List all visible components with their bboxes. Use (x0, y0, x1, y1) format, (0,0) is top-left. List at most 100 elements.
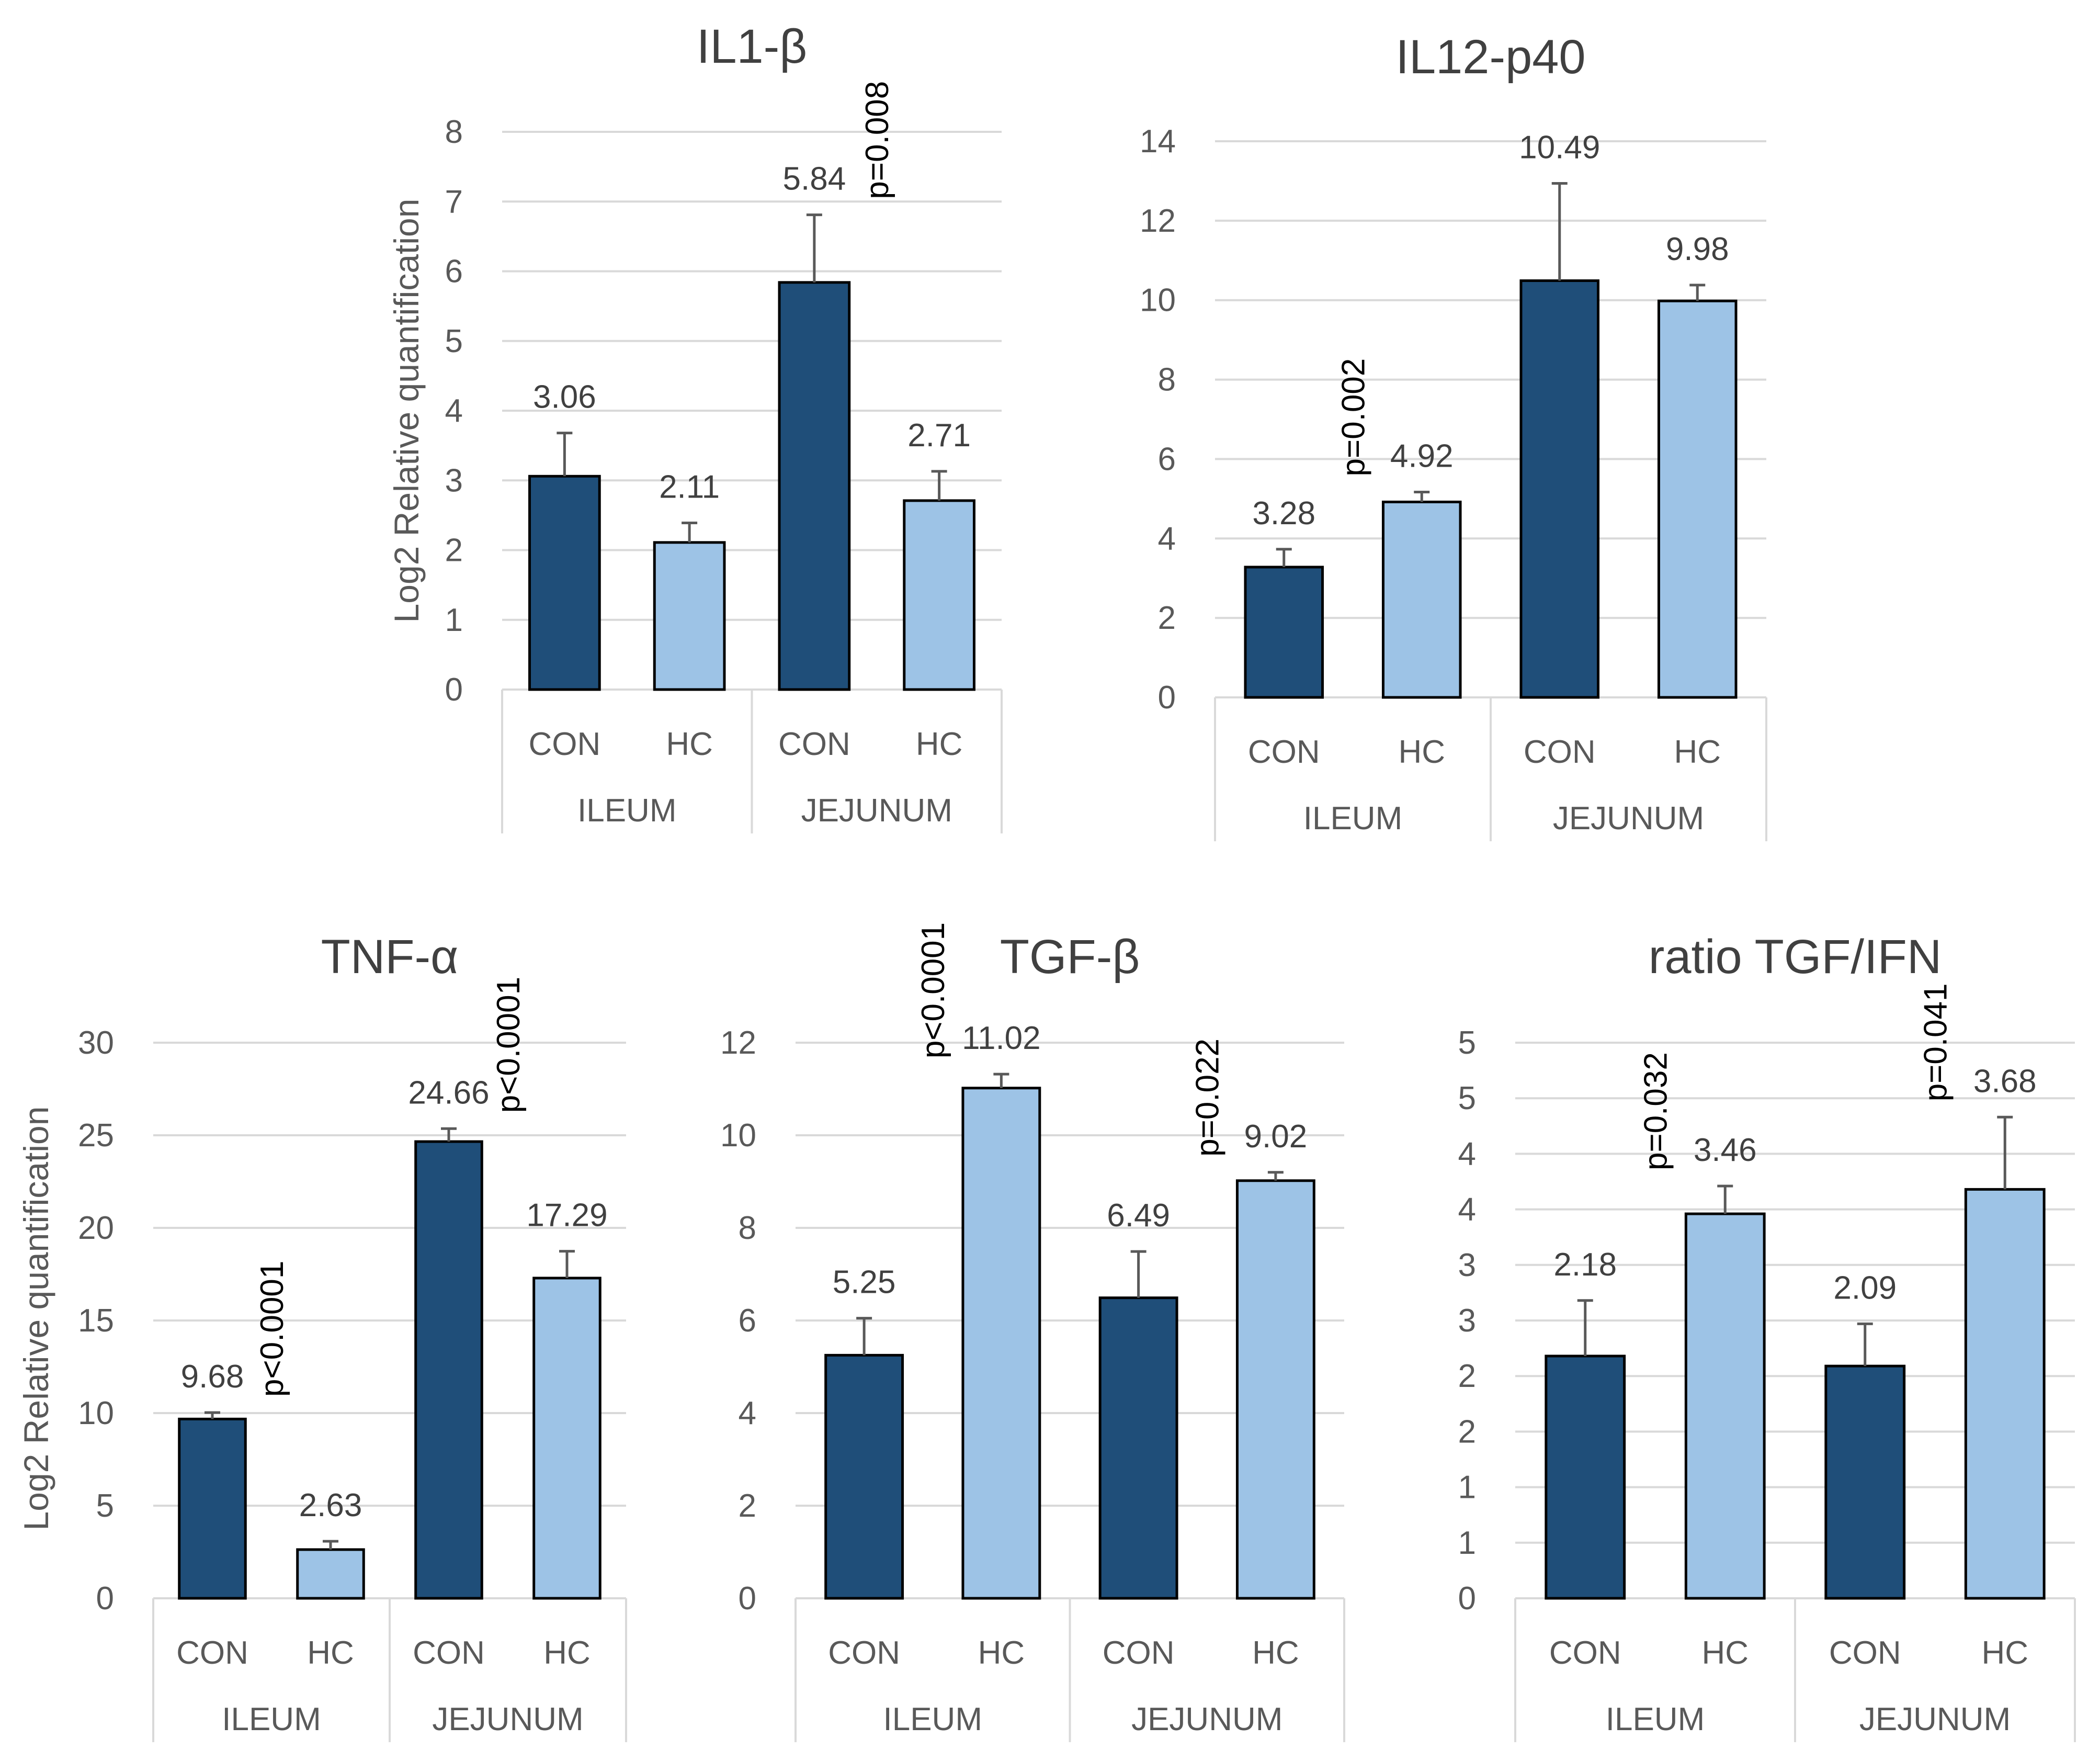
data-label: 6.49 (1107, 1198, 1170, 1234)
data-label: 4.92 (1390, 438, 1454, 474)
x-tick-label: HC (916, 726, 963, 762)
group-label: ILEUM (577, 793, 676, 829)
bar-hc (1964, 1188, 2046, 1600)
bar-con (778, 281, 851, 691)
x-tick-label: HC (307, 1635, 354, 1671)
y-tick-label: 2 (1158, 600, 1176, 636)
data-label: 9.02 (1244, 1119, 1308, 1155)
y-tick-label: 12 (720, 1025, 756, 1061)
y-tick-label: 4 (739, 1395, 756, 1431)
data-label: 9.98 (1666, 231, 1729, 267)
y-tick-label: 0 (445, 672, 463, 708)
y-tick-label: 10 (1140, 283, 1176, 319)
y-tick-label: 8 (445, 114, 463, 150)
y-tick-label: 12 (1140, 203, 1176, 239)
y-tick-label: 7 (445, 184, 463, 220)
bar-hc (532, 1277, 601, 1600)
data-label: 5.84 (783, 161, 846, 197)
bar-hc (1657, 299, 1738, 699)
y-tick-label: 8 (1158, 362, 1176, 398)
y-tick-label: 5 (445, 323, 463, 359)
y-tick-label: 6 (445, 254, 463, 290)
x-tick-label: HC (1398, 734, 1445, 770)
group-label: JEJUNUM (1553, 800, 1704, 837)
x-tick-label: HC (1674, 734, 1721, 770)
bar-hc (653, 541, 726, 691)
y-tick-label: 0 (1458, 1581, 1476, 1617)
x-tick-label: CON (1549, 1635, 1621, 1671)
y-tick-label: 4 (1458, 1192, 1476, 1228)
bar-con (1519, 279, 1600, 699)
y-tick-label: 1 (445, 602, 463, 638)
y-tick-label: 4 (1158, 521, 1176, 557)
y-tick-label: 6 (1158, 441, 1176, 477)
group-label: JEJUNUM (1131, 1701, 1282, 1737)
p-value-annotation: p=0.022 (1190, 1038, 1226, 1157)
chart-title: IL1-β (697, 20, 807, 73)
y-tick-label: 10 (720, 1117, 756, 1154)
y-tick-label: 3 (1458, 1303, 1476, 1339)
data-label: 24.66 (408, 1075, 489, 1111)
y-tick-label: 25 (78, 1117, 114, 1154)
y-tick-label: 2 (1458, 1358, 1476, 1394)
y-tick-label: 2 (1458, 1414, 1476, 1450)
bar-con (178, 1417, 247, 1600)
bar-con (1244, 566, 1324, 699)
chart-il12: IL12-p40 0 2 4 6 8 10 12 14 CON HC CON HC ILEUM JEJUNU… (1140, 30, 1767, 841)
y-tick-label: 14 (1140, 123, 1176, 160)
chart-tnfa: TNF-α 0 5 10 15 20 25 30 CON HC CON HC ILEUM JEJUNUM 9… (17, 930, 627, 1742)
x-tick-label: CON (1248, 734, 1320, 770)
bar-con (1545, 1354, 1626, 1600)
y-tick-label: 0 (739, 1581, 756, 1617)
x-tick-label: HC (1701, 1635, 1749, 1671)
chart-title: ratio TGF/IFN (1649, 930, 1942, 984)
chart-tgfb: TGF-β 0 2 4 6 8 10 12 CON HC CON HC ILEUM JEJUNUM 5.25… (720, 922, 1345, 1742)
p-value-annotation: p=0.041 (1918, 983, 1954, 1101)
bar-con (824, 1353, 904, 1600)
data-label: 9.68 (181, 1359, 244, 1395)
data-label: 5.25 (833, 1265, 896, 1301)
data-label: 17.29 (526, 1198, 607, 1234)
x-tick-label: CON (778, 726, 850, 762)
y-tick-label: 8 (739, 1210, 756, 1246)
bar-hc (296, 1548, 365, 1600)
y-tick-label: 6 (739, 1303, 756, 1339)
p-value-annotation: p=0.032 (1638, 1052, 1674, 1170)
group-label: JEJUNUM (1859, 1701, 2011, 1737)
x-tick-label: HC (1981, 1635, 2028, 1671)
x-tick-label: CON (1103, 1635, 1175, 1671)
data-label: 2.63 (299, 1487, 362, 1523)
group-label: ILEUM (222, 1701, 321, 1737)
bar-con (528, 475, 601, 691)
bar-con (414, 1140, 483, 1600)
data-label: 2.18 (1553, 1247, 1617, 1283)
chart-title: TNF-α (321, 930, 459, 984)
x-tick-label: CON (1524, 734, 1596, 770)
data-label: 3.46 (1694, 1132, 1757, 1168)
y-tick-label: 2 (739, 1488, 756, 1524)
bar-hc (961, 1087, 1041, 1600)
group-label: ILEUM (883, 1701, 982, 1737)
y-tick-label: 3 (445, 462, 463, 499)
x-tick-label: HC (978, 1635, 1025, 1671)
y-tick-label: 1 (1458, 1470, 1476, 1506)
chart-ratio: ratio TGF/IFN 0 1 1 2 2 3 3 4 4 5 5 CON HC CON HC ILEUM J… (1458, 930, 2076, 1742)
y-axis-label: Log2 Relative quantification (17, 1107, 55, 1531)
x-tick-label: CON (828, 1635, 900, 1671)
y-tick-label: 0 (1158, 680, 1176, 716)
y-axis-label: Log2 Relative quantification (387, 199, 426, 623)
x-tick-label: HC (666, 726, 713, 762)
p-value-annotation: p=0.008 (859, 81, 895, 199)
bar-hc (1235, 1179, 1315, 1600)
x-tick-label: HC (543, 1635, 591, 1671)
data-label: 2.11 (659, 469, 720, 505)
x-tick-label: CON (176, 1635, 248, 1671)
data-label: 2.71 (907, 417, 971, 454)
y-tick-label: 4 (445, 393, 463, 429)
x-tick-label: CON (1829, 1635, 1901, 1671)
bar-con (1098, 1296, 1178, 1600)
y-tick-label: 10 (78, 1395, 114, 1431)
data-label: 3.68 (1973, 1063, 2037, 1099)
data-label: 3.28 (1252, 495, 1315, 532)
